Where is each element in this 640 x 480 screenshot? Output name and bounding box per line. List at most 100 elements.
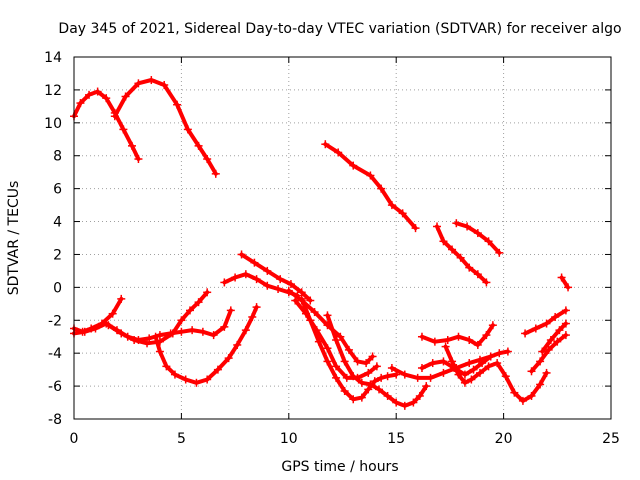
data-point	[203, 155, 212, 164]
data-point	[456, 253, 465, 262]
data-point	[332, 336, 341, 345]
data-point	[465, 336, 474, 345]
series-arc-10	[153, 305, 259, 385]
data-point	[409, 398, 418, 407]
data-point	[344, 345, 353, 354]
data-point	[527, 391, 536, 400]
data-point	[323, 344, 332, 353]
data-point	[443, 336, 452, 345]
y-tick-label: 4	[53, 215, 62, 231]
data-point	[392, 398, 401, 407]
data-point	[194, 141, 203, 150]
data-point	[349, 161, 358, 170]
data-point	[321, 140, 330, 149]
data-point	[448, 245, 457, 254]
data-point	[364, 368, 373, 377]
data-point	[454, 332, 463, 341]
data-point	[241, 270, 250, 279]
data-series	[70, 76, 573, 410]
data-point	[323, 357, 332, 366]
x-tick-label: 0	[70, 431, 79, 447]
data-point	[366, 380, 375, 389]
data-point	[417, 363, 426, 372]
y-tick-label: -2	[48, 313, 62, 329]
data-point	[192, 378, 201, 387]
data-point	[108, 309, 117, 318]
data-point	[488, 321, 497, 330]
grid-lines	[74, 57, 611, 419]
data-point	[263, 281, 272, 290]
data-point	[364, 385, 373, 394]
data-point	[465, 359, 474, 368]
x-tick-label: 15	[387, 431, 405, 447]
data-point	[473, 229, 482, 238]
data-point	[102, 94, 111, 103]
data-point	[521, 329, 530, 338]
data-point	[306, 316, 315, 325]
data-point	[411, 224, 420, 233]
data-point	[357, 378, 366, 387]
y-tick-label: 6	[53, 182, 62, 198]
data-point	[119, 125, 128, 134]
data-point	[121, 92, 130, 101]
data-point	[448, 357, 457, 366]
data-point	[387, 201, 396, 210]
data-point	[110, 112, 119, 121]
y-tick-label: 10	[44, 116, 62, 132]
data-point	[484, 362, 493, 371]
series-arc-19	[420, 349, 510, 377]
data-point	[127, 141, 136, 150]
data-point	[366, 171, 375, 180]
data-point	[527, 367, 536, 376]
data-point	[383, 391, 392, 400]
data-point	[433, 222, 442, 231]
data-point	[203, 375, 212, 384]
data-point	[555, 326, 564, 335]
data-point	[334, 148, 343, 157]
data-point	[400, 401, 409, 410]
data-point	[231, 273, 240, 282]
y-tick-label: 12	[44, 83, 62, 99]
data-point	[536, 380, 545, 389]
data-point	[428, 359, 437, 368]
data-point	[170, 370, 179, 379]
data-point	[486, 352, 495, 361]
data-point	[306, 296, 315, 305]
data-point	[469, 365, 478, 374]
data-point	[194, 298, 203, 307]
data-point	[160, 80, 169, 89]
data-point	[400, 370, 409, 379]
series-arc-20	[443, 344, 549, 403]
data-point	[177, 327, 186, 336]
data-point	[237, 250, 246, 259]
data-point	[284, 286, 293, 295]
data-point	[561, 319, 570, 328]
data-point	[76, 99, 85, 108]
data-point	[398, 209, 407, 218]
data-point	[276, 275, 285, 284]
series-arc-06	[559, 275, 570, 290]
data-point	[422, 382, 431, 391]
y-tick-label: -6	[48, 379, 62, 395]
data-point	[439, 368, 448, 377]
data-point	[188, 326, 197, 335]
data-point	[542, 368, 551, 377]
data-point	[482, 278, 491, 287]
data-point	[220, 322, 229, 331]
data-point	[561, 331, 570, 340]
data-point	[370, 377, 379, 386]
data-point	[413, 373, 422, 382]
data-point	[134, 155, 143, 164]
data-point	[91, 324, 100, 333]
data-point	[475, 368, 484, 377]
data-point	[368, 352, 377, 361]
data-point	[209, 331, 218, 340]
data-point	[233, 340, 242, 349]
data-point	[310, 308, 319, 317]
x-tick-label: 5	[177, 431, 186, 447]
data-point	[503, 347, 512, 356]
data-point	[342, 373, 351, 382]
data-point	[439, 237, 448, 246]
data-point	[117, 294, 126, 303]
data-point	[493, 359, 502, 368]
